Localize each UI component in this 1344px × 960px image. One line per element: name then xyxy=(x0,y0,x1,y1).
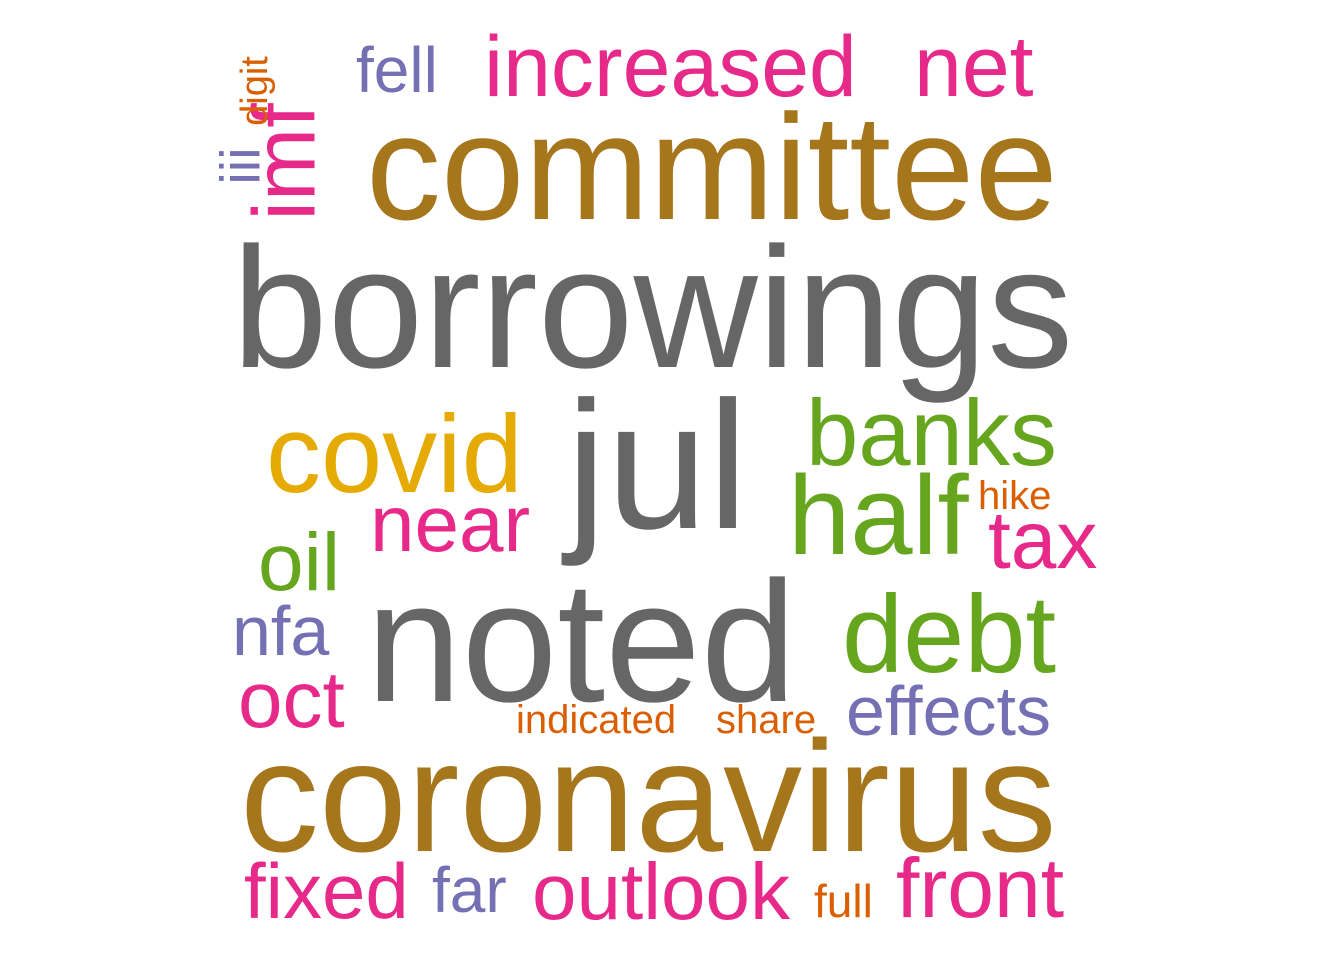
word-oct: oct xyxy=(238,655,345,744)
word-half: half xyxy=(788,453,969,578)
word-fell: fell xyxy=(356,34,438,106)
word-near: near xyxy=(370,479,531,568)
word-iii: iii xyxy=(208,147,272,185)
word-effects: effects xyxy=(846,672,1051,750)
word-committee: committee xyxy=(366,83,1058,251)
word-tax: tax xyxy=(988,495,1098,586)
word-digit: digit xyxy=(233,56,276,126)
word-noted: noted xyxy=(366,546,797,738)
word-debt: debt xyxy=(842,573,1057,696)
word-coronavirus: coronavirus xyxy=(240,709,1057,885)
word-borrowings: borrowings xyxy=(232,212,1074,404)
word-hike: hike xyxy=(978,474,1052,518)
word-banks: banks xyxy=(806,380,1057,485)
word-fixed: fixed xyxy=(244,847,409,935)
word-oil: oil xyxy=(258,517,341,608)
word-share: share xyxy=(716,698,817,742)
word-nfa: nfa xyxy=(232,592,330,670)
word-jul: jul xyxy=(566,363,749,567)
word-outlook: outlook xyxy=(532,847,790,936)
word-front: front xyxy=(896,841,1065,935)
word-far: far xyxy=(432,854,507,926)
word-full: full xyxy=(814,875,873,927)
word-net: net xyxy=(914,19,1034,115)
word-covid: covid xyxy=(266,393,523,516)
word-increased: increased xyxy=(484,19,857,115)
word-indicated: indicated xyxy=(516,698,677,742)
